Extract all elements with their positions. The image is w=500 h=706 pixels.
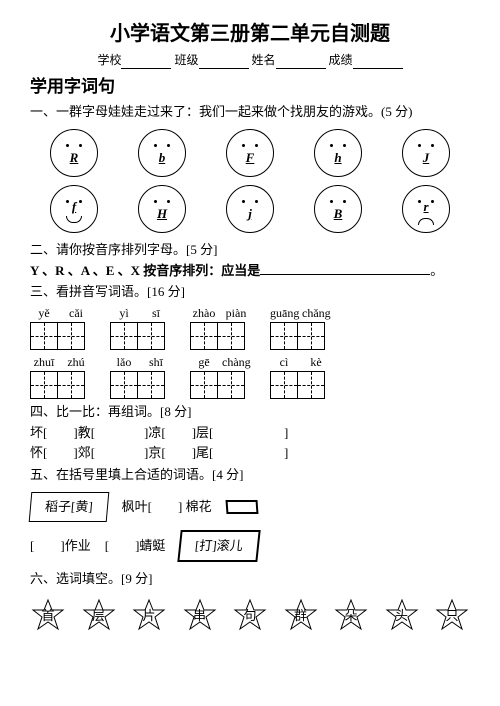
face-b: b	[138, 129, 186, 177]
blank-school[interactable]	[121, 57, 171, 69]
ribbon-roll: [打]滚儿	[178, 530, 261, 562]
q6-text: 六、选词填空。[9 分]	[30, 570, 470, 588]
tian-box[interactable]	[217, 371, 245, 399]
tian-box[interactable]	[30, 322, 58, 350]
pinyin-group: yěcǎi	[30, 305, 90, 350]
section-heading: 学用字词句	[30, 75, 470, 99]
q5-text: 五、在括号里填上合适的词语。[4 分]	[30, 466, 470, 484]
tian-box[interactable]	[137, 371, 165, 399]
pinyin-group: guāngchǎng	[270, 305, 330, 350]
q4-line2: 怀[ ]郊[ ]京[ ]尾[ ]	[30, 444, 470, 462]
face-F: F	[226, 129, 274, 177]
pinyin-row-2: zhuīzhú lǎoshī gēchàng cìkè	[30, 354, 470, 399]
q1-text: 一、一群字母娃娃走过来了：我们一起来做个找朋友的游戏。(5 分)	[30, 103, 470, 121]
tian-box[interactable]	[297, 322, 325, 350]
q2-blank[interactable]	[260, 274, 430, 275]
q4-line1: 坏[ ]教[ ]凉[ ]层[ ]	[30, 424, 470, 442]
label-score: 成绩	[329, 52, 353, 69]
blank-name[interactable]	[276, 57, 326, 69]
label-school: 学校	[97, 52, 121, 69]
star-item: 串	[182, 598, 218, 634]
tian-box[interactable]	[270, 322, 298, 350]
tian-box[interactable]	[217, 322, 245, 350]
label-class: 班级	[174, 52, 198, 69]
tian-box[interactable]	[110, 322, 138, 350]
tian-box[interactable]	[270, 371, 298, 399]
info-line: 学校 班级 姓名 成绩	[30, 52, 470, 69]
tian-box[interactable]	[110, 371, 138, 399]
face-H: H	[138, 185, 186, 233]
q5-row2: [ ]作业 [ ]蜻蜓 [打]滚儿	[30, 530, 470, 562]
face-J: J	[402, 129, 450, 177]
blank-class[interactable]	[199, 57, 249, 69]
tian-box[interactable]	[190, 322, 218, 350]
q5-row1: 稻子[黄] 枫叶[ ] 棉花	[30, 492, 470, 522]
ribbon-rice: 稻子[黄]	[29, 492, 109, 522]
star-item: 头	[384, 598, 420, 634]
star-item: 片	[131, 598, 167, 634]
star-row: 首 层 片 串 句 群 朵 头 只	[30, 598, 470, 634]
tian-box[interactable]	[30, 371, 58, 399]
pinyin-group: yìsī	[110, 305, 170, 350]
face-h: h	[314, 129, 362, 177]
face-row-1: R b F h J	[30, 129, 470, 177]
blank-score[interactable]	[353, 57, 403, 69]
pinyin-group: zhuīzhú	[30, 354, 90, 399]
face-j: j	[226, 185, 274, 233]
pinyin-group: gēchàng	[190, 354, 250, 399]
page-title: 小学语文第三册第二单元自测题	[30, 20, 470, 48]
pinyin-group: cìkè	[270, 354, 330, 399]
pinyin-group: lǎoshī	[110, 354, 170, 399]
tian-box[interactable]	[57, 371, 85, 399]
face-B: B	[314, 185, 362, 233]
pinyin-group: zhàopiàn	[190, 305, 250, 350]
pinyin-row-1: yěcǎi yìsī zhàopiàn guāngchǎng	[30, 305, 470, 350]
star-item: 首	[30, 598, 66, 634]
q2-text: 二、请你按音序排列字母。[5 分]	[30, 241, 470, 259]
face-R: R	[50, 129, 98, 177]
star-item: 朵	[333, 598, 369, 634]
star-item: 句	[232, 598, 268, 634]
tian-box[interactable]	[190, 371, 218, 399]
q4-text: 四、比一比：再组词。[8 分]	[30, 403, 470, 421]
star-item: 只	[434, 598, 470, 634]
q2-line: Y 、R 、A 、E 、X 按音序排列：应当是。	[30, 262, 470, 280]
star-item: 层	[81, 598, 117, 634]
face-row-2: f H j B r	[30, 185, 470, 233]
tian-box[interactable]	[137, 322, 165, 350]
ribbon-cotton	[225, 500, 258, 514]
label-name: 姓名	[252, 52, 276, 69]
face-f: f	[50, 185, 98, 233]
tian-box[interactable]	[297, 371, 325, 399]
face-r: r	[402, 185, 450, 233]
q3-text: 三、看拼音写词语。[16 分]	[30, 283, 470, 301]
q2-letters: Y 、R 、A 、E 、X 按音序排列：应当是	[30, 263, 260, 278]
star-item: 群	[283, 598, 319, 634]
tian-box[interactable]	[57, 322, 85, 350]
